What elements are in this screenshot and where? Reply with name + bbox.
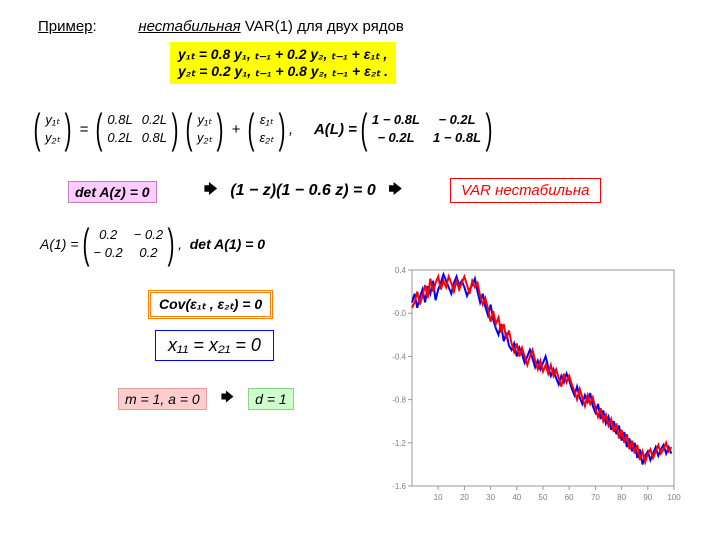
det-az-box: det A(z) = 0: [68, 181, 157, 203]
det-a1: det A(1) = 0: [190, 236, 265, 252]
svg-text:30: 30: [486, 493, 495, 502]
title-tail: VAR(1) для двух рядов: [241, 18, 404, 35]
svg-text:0.4: 0.4: [395, 266, 407, 275]
svg-text:-0.8: -0.8: [392, 396, 406, 405]
roots-equation: 🡆 (1 − z)(1 − 0.6 z) = 0 🡆: [200, 180, 406, 202]
eq-line2: y₂ₜ = 0.2 y₁, ₜ₋₁ + 0.8 y₂, ₜ₋₁ + ε₂ₜ .: [178, 63, 388, 80]
model-equations: y₁ₜ = 0.8 y₁, ₜ₋₁ + 0.2 y₂, ₜ₋₁ + ε₁ₜ , …: [170, 42, 396, 84]
svg-text:20: 20: [460, 493, 469, 502]
svg-text:10: 10: [434, 493, 443, 502]
page-title: Пример: нестабильная VAR(1) для двух ряд…: [38, 18, 404, 35]
eq-line1: y₁ₜ = 0.8 y₁, ₜ₋₁ + 0.2 y₂, ₜ₋₁ + ε₁ₜ ,: [178, 46, 388, 63]
var-unstable-box: VAR нестабильна: [450, 178, 601, 203]
params-row: m = 1, a = 0 🡆 d = 1: [118, 388, 294, 410]
svg-text:-0.0: -0.0: [392, 309, 406, 318]
svg-text:80: 80: [617, 493, 626, 502]
svg-text:-1.6: -1.6: [392, 482, 406, 491]
x-zero-box: x₁₁ = x₂₁ = 0: [155, 330, 274, 361]
covariance-box: Cov(ε₁ₜ , ε₂ₜ) = 0: [148, 290, 273, 319]
a1-matrix: A(1) = ( 0.2− 0.2 − 0.20.2 ) , det A(1) …: [40, 225, 265, 263]
example-label: Пример: [38, 18, 93, 35]
svg-text:70: 70: [591, 493, 600, 502]
matrix-equation: ( y₁ₜy₂ₜ ) = ( 0.8L0.2L 0.2L0.8L ) ( y₁ₜ…: [30, 110, 496, 148]
svg-text:90: 90: [643, 493, 652, 502]
time-series-chart: -1.6 -1.2 -0.8 -0.4 -0.0 0.4 10 20 30 40 50 60 70 80 9…: [376, 260, 682, 510]
unstable-label: нестабильная: [138, 18, 240, 35]
svg-text:60: 60: [565, 493, 574, 502]
svg-text:50: 50: [539, 493, 548, 502]
d-box: d = 1: [248, 388, 294, 410]
svg-text:-0.4: -0.4: [392, 352, 406, 361]
ma-box: m = 1, a = 0: [118, 388, 207, 410]
svg-text:-1.2: -1.2: [392, 439, 406, 448]
svg-text:100: 100: [667, 493, 681, 502]
svg-text:40: 40: [512, 493, 521, 502]
